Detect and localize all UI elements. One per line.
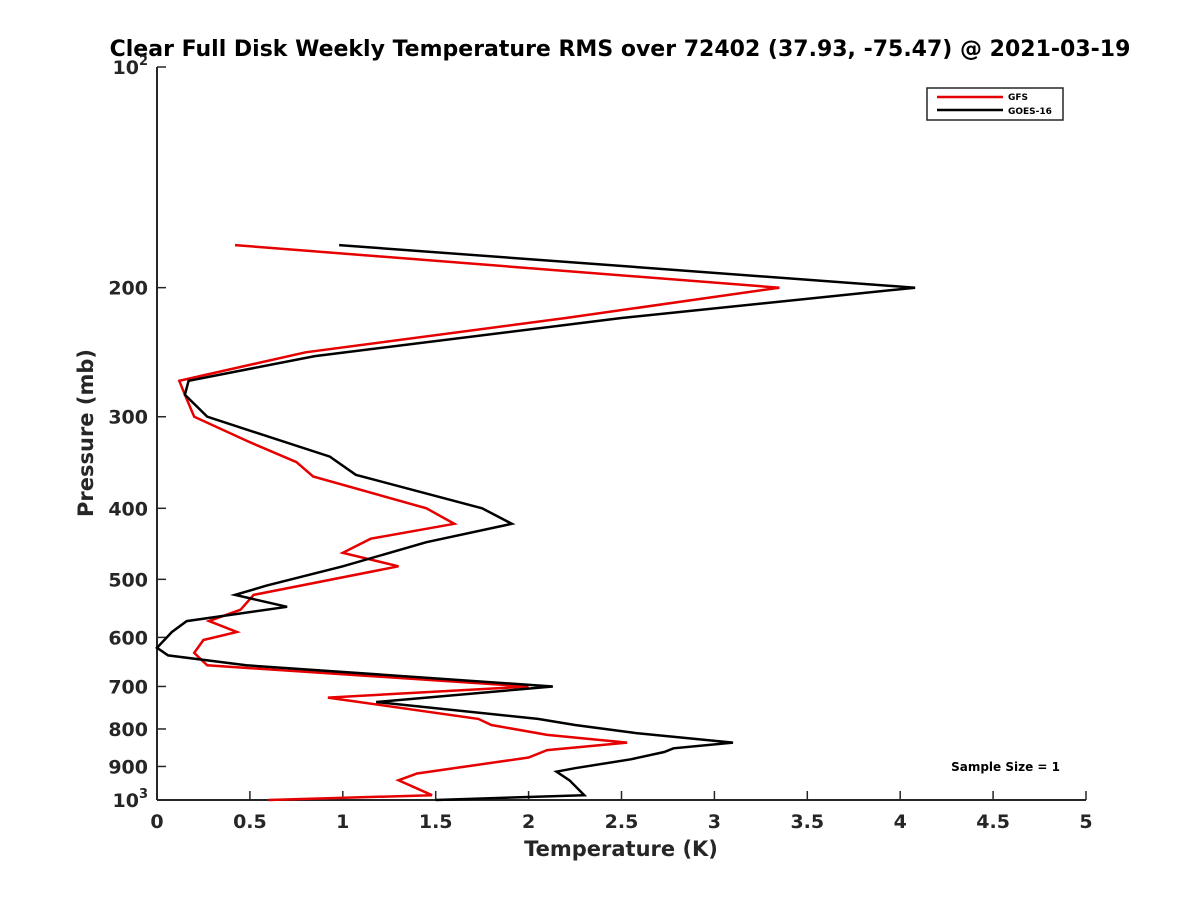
x-tick-label: 5	[1079, 811, 1092, 833]
y-tick-label: 600	[108, 627, 148, 649]
y-tick-label: 700	[108, 676, 148, 698]
x-tick-label: 4	[894, 811, 907, 833]
y-tick-label-base: 600	[108, 627, 148, 649]
y-tick-label-base: 500	[108, 569, 148, 591]
series-line-goes16	[155, 243, 916, 802]
y-axis-label: Pressure (mb)	[74, 349, 98, 517]
y-tick-label-exponent: 2	[139, 54, 148, 69]
y-tick-label: 300	[108, 407, 148, 429]
x-tick-label: 4.5	[976, 811, 1010, 833]
x-tick-label: 2	[522, 811, 535, 833]
y-tick-label: 900	[108, 756, 148, 778]
chart-title: Clear Full Disk Weekly Temperature RMS o…	[110, 37, 1131, 62]
y-tick-label-base: 200	[108, 278, 148, 300]
y-tick-label: 500	[108, 569, 148, 591]
y-tick-label-base: 800	[108, 719, 148, 741]
y-tick-label-base: 300	[108, 407, 148, 429]
x-tick-label: 2.5	[605, 811, 639, 833]
y-tick-label: 200	[108, 278, 148, 300]
y-tick-label: 400	[108, 498, 148, 520]
series-lines	[155, 243, 916, 802]
y-tick-label-base: 10	[113, 790, 139, 812]
y-tick-label-exponent: 3	[139, 787, 148, 802]
legend: GFS GOES-16	[926, 87, 1064, 121]
x-tick-label: 0.5	[233, 811, 267, 833]
x-tick-label: 1.5	[419, 811, 453, 833]
y-tick-label-base: 900	[108, 756, 148, 778]
x-axis-ticks: 0 0.5 1 1.5 2 2.5 3 3.5 4 4.5 5	[150, 791, 1093, 833]
sample-size-annotation: Sample Size = 1	[951, 760, 1060, 774]
x-tick-label: 3	[708, 811, 721, 833]
x-tick-label: 0	[150, 811, 163, 833]
x-tick-label: 1	[336, 811, 349, 833]
x-axis-label: Temperature (K)	[524, 837, 718, 861]
y-tick-label-base: 400	[108, 498, 148, 520]
y-tick-label: 102	[113, 54, 149, 79]
y-tick-label-base: 700	[108, 676, 148, 698]
legend-box	[926, 87, 1064, 121]
legend-label-goes16: GOES-16	[1008, 107, 1052, 117]
series-line-gfs	[177, 243, 780, 802]
legend-label-gfs: GFS	[1008, 93, 1028, 103]
x-tick-label: 3.5	[790, 811, 824, 833]
y-tick-label: 103	[113, 787, 149, 812]
y-tick-label-base: 10	[113, 57, 139, 79]
y-tick-label: 800	[108, 719, 148, 741]
